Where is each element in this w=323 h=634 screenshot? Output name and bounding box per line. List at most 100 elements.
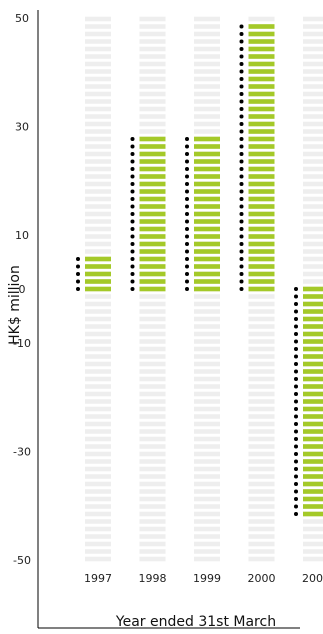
bar-segment (248, 219, 275, 224)
track-stripe (248, 511, 275, 517)
dot (76, 257, 80, 261)
dot (239, 47, 244, 51)
track-stripe (248, 451, 275, 457)
track-stripe (194, 331, 220, 337)
dot (185, 137, 189, 141)
bar-segment (248, 241, 275, 247)
track-stripe (85, 361, 111, 367)
track-stripe (194, 369, 220, 374)
bar-segment (303, 459, 323, 464)
bar-segment (139, 151, 166, 157)
track-stripe (194, 324, 220, 329)
bar-segment (303, 489, 323, 494)
track-stripe (139, 481, 166, 487)
dot (239, 272, 244, 276)
dot (239, 77, 244, 81)
track-stripe (85, 24, 111, 29)
track-stripe (194, 121, 220, 127)
bar-segment (248, 174, 275, 179)
x-tick-1998: 1998 (139, 572, 167, 585)
bar-segment (194, 256, 220, 262)
track-stripe (85, 421, 111, 427)
track-stripe (85, 444, 111, 449)
track-stripe (139, 61, 166, 67)
track-stripe (85, 241, 111, 247)
dot (294, 474, 298, 479)
track-stripe (248, 534, 275, 539)
dot (239, 54, 244, 59)
bar-segment (303, 466, 323, 472)
x-tick-labels: 1997 1998 1999 2000 2001 (84, 572, 323, 585)
track-stripe (85, 511, 111, 517)
track-stripe (248, 346, 275, 352)
track-stripe (248, 414, 275, 419)
track-stripe (85, 76, 111, 82)
track-stripe (139, 406, 166, 412)
y-tick-label: 30 (15, 120, 29, 133)
track-stripe (248, 301, 275, 307)
track-stripe (139, 376, 166, 382)
dot (239, 39, 244, 44)
track-stripe (139, 346, 166, 352)
track-stripe (85, 69, 111, 74)
dot (239, 287, 244, 291)
bar-segment (303, 391, 323, 397)
track-stripe (194, 114, 220, 119)
track-stripe (85, 354, 111, 359)
track-stripe (85, 234, 111, 239)
track-stripe (139, 84, 166, 89)
dot (130, 279, 135, 284)
bar-segment (248, 196, 275, 202)
bar-segment (139, 136, 166, 142)
dot (185, 174, 189, 179)
track-stripe (139, 511, 166, 517)
bar-segment (194, 144, 220, 149)
track-stripe (194, 444, 220, 449)
track-stripe (248, 519, 275, 524)
track-stripe (248, 444, 275, 449)
bar-segment (139, 204, 166, 209)
dot (294, 437, 298, 441)
track-stripe (303, 106, 323, 112)
track-stripe (85, 121, 111, 127)
track-stripe (194, 16, 220, 22)
track-stripe (248, 429, 275, 434)
y-tick-label: -50 (13, 554, 31, 567)
dot (130, 212, 135, 216)
track-stripe (248, 406, 275, 412)
track-stripe (194, 309, 220, 314)
track-stripe (139, 99, 166, 104)
dot (76, 264, 80, 269)
track-stripe (194, 294, 220, 299)
track-stripe (194, 504, 220, 509)
dot (239, 24, 244, 29)
bar-segment (248, 256, 275, 262)
bar-segment (248, 106, 275, 112)
track-stripe (139, 39, 166, 44)
dot (130, 257, 135, 261)
track-stripe (194, 376, 220, 382)
dot (185, 242, 189, 246)
track-stripe (303, 519, 323, 524)
track-stripe (139, 391, 166, 397)
bar-segment (248, 234, 275, 239)
dot (239, 174, 244, 179)
bar-segment (248, 24, 275, 29)
track-stripe (194, 436, 220, 442)
dot (294, 407, 298, 411)
bar-segment (194, 151, 220, 157)
track-stripe (139, 114, 166, 119)
dot (239, 227, 244, 231)
dot (239, 159, 244, 164)
track-stripe (303, 24, 323, 29)
track-stripe (303, 159, 323, 164)
bar-segment (194, 219, 220, 224)
dot (130, 287, 135, 291)
track-stripe (85, 429, 111, 434)
dot (130, 272, 135, 276)
bar-segment (194, 286, 220, 292)
track-stripe (194, 391, 220, 397)
track-stripe (85, 136, 111, 142)
track-stripe (248, 436, 275, 442)
track-stripe (194, 129, 220, 134)
